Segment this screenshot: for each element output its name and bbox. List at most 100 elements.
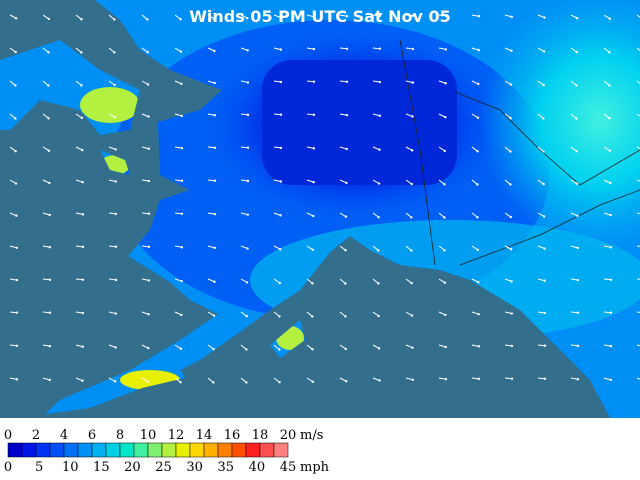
wind-arrow-head [575, 182, 579, 185]
wind-arrow-head [113, 18, 116, 21]
wind-arrow-head [378, 148, 381, 151]
wind-arrow-head [213, 280, 216, 283]
wind-arrow-head [443, 183, 446, 186]
wind-arrow-head [279, 48, 283, 51]
wind-arrow-head [576, 17, 579, 20]
wind-arrow-head [245, 381, 248, 384]
wind-arrow-head [48, 181, 51, 185]
wind-arrow-head [608, 17, 612, 21]
wind-arrow-head [510, 15, 513, 19]
wind-arrow-head [575, 84, 578, 87]
wind-arrow-head [81, 278, 85, 281]
legend-swatch [63, 442, 79, 458]
wind-arrow-head [410, 281, 413, 285]
wind-arrow-head [608, 51, 611, 54]
ms-label: 12 [168, 428, 185, 443]
ms-label: 6 [88, 428, 96, 443]
wind-arrow-head [147, 115, 150, 118]
wind-arrow-head [180, 246, 184, 249]
wind-arrow-head [48, 246, 52, 249]
wind-arrow-head [114, 180, 118, 183]
wind-arrows [9, 14, 640, 384]
wind-arrow-head [609, 181, 612, 185]
mph-label: 30 [186, 460, 203, 475]
wind-arrow-head [477, 345, 481, 348]
wind-arrow-head [246, 113, 250, 117]
border-line [399, 39, 436, 266]
wind-arrow-head [410, 182, 413, 186]
wind-arrow-head [345, 379, 348, 383]
wind-arrow-head [443, 149, 447, 153]
wind-arrow-head [212, 314, 216, 317]
wind-arrow-head [278, 315, 281, 318]
legend-swatch [245, 442, 261, 458]
wind-arrow-head [147, 346, 150, 350]
ms-label: 8 [116, 428, 124, 443]
wind-arrow-head [377, 347, 381, 350]
wind-arrow-head [345, 15, 349, 18]
wind-arrow-head [279, 80, 283, 84]
wind-arrow-head [509, 83, 513, 86]
wind-arrow-head [146, 18, 149, 21]
wind-arrow-head [180, 279, 183, 283]
wind-arrow-head [81, 148, 84, 152]
wind-arrow-head [246, 179, 250, 183]
wind-arrow-head [311, 248, 315, 252]
wind-zone-cyan [480, 0, 640, 250]
wind-arrow-head [476, 116, 480, 119]
wind-arrow-head [213, 81, 216, 85]
wind-arrow-head [476, 248, 480, 252]
wind-arrow-head [147, 313, 150, 316]
wind-arrow [636, 146, 640, 150]
wind-arrow-head [311, 348, 314, 351]
wind-arrow-head [543, 377, 547, 381]
wind-arrow-head [312, 214, 315, 218]
ms-label: 10 [140, 428, 157, 443]
wind-arrow-head [411, 378, 414, 381]
legend-swatch [119, 442, 135, 458]
mph-label: 45 [280, 460, 297, 475]
wind-arrow-head [114, 278, 118, 282]
wind-arrow-head [279, 180, 283, 183]
wind-arrow-head [609, 213, 612, 217]
wind-arrow-head [377, 249, 380, 252]
wind-arrow-head [180, 114, 183, 118]
wind-arrow-head [213, 114, 217, 117]
wind-arrow-head [609, 246, 613, 249]
wind-arrow-head [576, 344, 580, 347]
mph-unit: mph [300, 460, 330, 475]
legend-swatch [273, 442, 289, 458]
wind-arrow-head [476, 150, 479, 153]
wind-arrow-head [279, 16, 282, 19]
wind-arrow-head [311, 315, 314, 318]
border-line [459, 189, 640, 266]
wind-arrow-head [47, 17, 51, 21]
wind-arrow-head [443, 216, 446, 219]
wind-arrow [636, 344, 640, 347]
wind-arrow-head [410, 216, 413, 219]
mph-label: 20 [124, 460, 141, 475]
wind-arrow-head [444, 313, 447, 317]
wind-arrow-head [15, 278, 19, 282]
legend-swatch [91, 442, 107, 458]
ms-label: 0 [4, 428, 12, 443]
wind-arrow-head [509, 215, 512, 219]
wind-arrow-head [114, 346, 117, 349]
wind-arrow-head [509, 150, 512, 153]
ms-label: 18 [252, 428, 269, 443]
wind-arrow-head [114, 312, 118, 315]
wind-arrow-head [344, 347, 347, 351]
wind-arrow-head [609, 344, 613, 348]
wind-arrow-head [477, 377, 481, 381]
wind-arrow-head [609, 378, 612, 382]
wind-arrow-head [608, 149, 612, 152]
wind-arrow-head [212, 381, 215, 384]
wind-arrow-head [476, 216, 479, 219]
wind-arrow-head [279, 113, 283, 116]
wind-arrow-head [146, 83, 150, 86]
wind-arrow-head [510, 312, 514, 315]
wind-arrow-head [48, 213, 51, 217]
wind-arrow-head [15, 344, 19, 348]
wind-arrow-head [312, 47, 316, 51]
wind-arrow-head [213, 49, 216, 53]
